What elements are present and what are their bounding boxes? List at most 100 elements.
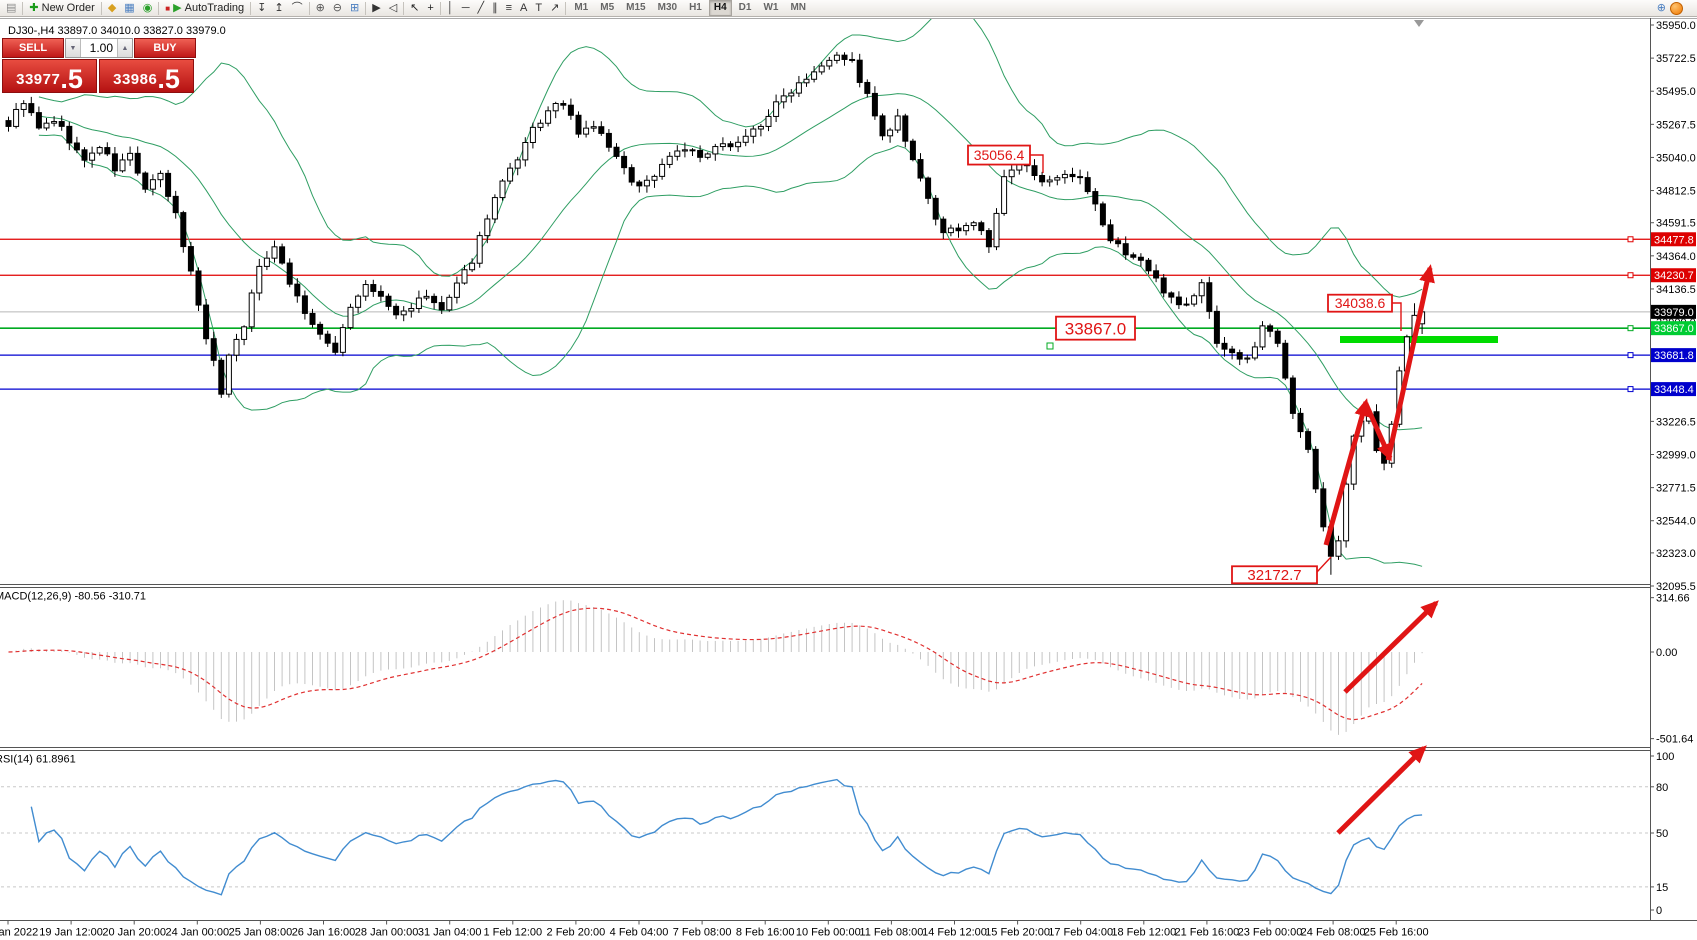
candle (142, 172, 149, 190)
zoom-in-icon[interactable]: ⊕ (312, 1, 329, 16)
time-label: 10 Feb 00:00 (796, 927, 861, 939)
bollinger-band (38, 19, 1423, 298)
price-tick: 34364.0 (1656, 251, 1696, 263)
timeframe-button-h4[interactable]: H4 (708, 0, 732, 16)
trend-arrow[interactable] (1363, 402, 1393, 462)
candle (1153, 270, 1160, 279)
candle (203, 304, 210, 340)
line-handle[interactable] (1627, 352, 1634, 359)
candle (1289, 377, 1296, 414)
notification-badge[interactable] (1670, 1, 1683, 15)
line-handle[interactable] (1627, 325, 1634, 332)
indicator-down-icon[interactable]: ↧ (253, 1, 270, 16)
annotation-box[interactable] (967, 144, 1031, 166)
search-icon[interactable]: ⊕ (1653, 1, 1670, 16)
autotrading-button[interactable]: ■ ▶ AutoTrading (161, 1, 248, 16)
chart-canvas[interactable]: 35056.4 33867.0 34038.6 32172.7 35950.0 35722… (0, 18, 1697, 940)
channel-icon[interactable]: ∥ (488, 1, 502, 16)
price-line-label-bg (1651, 268, 1696, 283)
candle (1259, 325, 1266, 348)
timeframe-button-w1[interactable]: W1 (763, 2, 779, 13)
timeframe-button-h1[interactable]: H1 (689, 2, 702, 13)
new-order-button-label: New Order (41, 2, 95, 14)
time-label: 24 Jan 00:00 (165, 927, 229, 939)
candle (286, 262, 293, 285)
trend-arrows[interactable] (1323, 264, 1439, 835)
time-label: 23 Feb 00:00 (1238, 927, 1303, 939)
timeframe-button-m5[interactable]: M5 (600, 2, 615, 13)
trend-arrow[interactable] (1385, 264, 1435, 461)
candle (28, 103, 35, 114)
zoom-out-icon[interactable]: ⊖ (329, 1, 346, 16)
annotation-box[interactable] (1055, 315, 1136, 341)
tile-windows-icon[interactable]: ⊞ (346, 1, 363, 16)
toolbar-separator (565, 1, 567, 15)
candle (735, 141, 742, 148)
arrow-tool-icon[interactable]: ↗ (546, 1, 563, 16)
chart-shift-marker[interactable] (1414, 20, 1424, 27)
candle (491, 197, 498, 220)
styler-icon[interactable]: ◆ (104, 1, 120, 16)
buy-button[interactable]: BUY (134, 38, 196, 58)
price-line-label-bg (1651, 382, 1696, 397)
chart-shift-icon[interactable]: ◁ (385, 1, 401, 16)
line-handle[interactable] (1627, 272, 1634, 279)
candle (5, 120, 12, 127)
annotation-labels[interactable]: 35056.4 33867.0 34038.6 32172.7 (967, 144, 1402, 585)
timeframe-button-d1[interactable]: D1 (738, 2, 752, 13)
auto-scroll-icon[interactable]: ▶ (368, 1, 384, 16)
timeframe-button-m15[interactable]: M15 (626, 2, 646, 13)
crosshair-icon[interactable]: + (423, 1, 437, 16)
volume-down-button[interactable]: ▼ (66, 39, 81, 57)
curve-icon[interactable]: ⌒ (288, 1, 307, 16)
profiles-icon[interactable]: ▦ (120, 1, 138, 16)
chart-window-icon[interactable]: ▤ (2, 1, 20, 16)
line-handle[interactable] (1627, 386, 1634, 393)
line-handle[interactable] (1627, 236, 1634, 243)
fibonacci-icon[interactable]: ≡ (502, 1, 516, 16)
horizontal-line-icon[interactable]: ─ (458, 1, 474, 16)
tile-windows-icon-glyph: ⊞ (350, 1, 360, 14)
candle (811, 71, 818, 80)
buy-price-display[interactable]: 33986 .5 (99, 59, 194, 93)
volume-value[interactable]: 1.00 (89, 41, 113, 55)
candle (347, 306, 354, 329)
timeframe-button-m30[interactable]: M30 (657, 2, 678, 13)
text-icon[interactable]: A (516, 1, 531, 16)
sell-button[interactable]: SELL (2, 38, 64, 58)
trend-arrow[interactable] (1336, 745, 1427, 835)
indicator-up-icon[interactable]: ↥ (270, 1, 287, 16)
one-click-trading-panel: SELL ▼ 1.00 ▲ BUY 33977 .5 33986 .5 (2, 38, 198, 93)
candle (704, 153, 711, 158)
price-line-label: 33681.8 (1654, 350, 1694, 362)
price-line-label-bg (1651, 321, 1696, 336)
time-label: 1 Feb 12:00 (483, 927, 542, 939)
candle (225, 354, 232, 395)
candle (157, 172, 164, 181)
cursor-icon[interactable]: ↖ (406, 1, 423, 16)
trendline-icon[interactable]: ╱ (474, 1, 489, 16)
timeframe-button-mn[interactable]: MN (790, 2, 807, 13)
signals-icon[interactable]: ◉ (139, 1, 157, 16)
price-line-label-bg (1651, 348, 1696, 363)
trend-arrow[interactable] (1343, 600, 1439, 694)
trend-arrow[interactable] (1323, 398, 1370, 546)
time-label: 15 Feb 20:00 (985, 927, 1050, 939)
line-handle[interactable] (1046, 342, 1054, 350)
toolbar-separator (250, 1, 252, 15)
highlight-zone[interactable] (1340, 336, 1498, 343)
annotation-box[interactable] (1327, 293, 1393, 313)
candle (1282, 342, 1289, 379)
chart-area[interactable]: 35056.4 33867.0 34038.6 32172.7 35950.0 35722… (0, 18, 1697, 940)
annotation-box[interactable] (1231, 565, 1318, 585)
candle (111, 153, 118, 172)
candle (1183, 303, 1190, 306)
vertical-line-icon[interactable]: │ (443, 1, 458, 16)
timeframe-button-m1[interactable]: M1 (574, 2, 589, 13)
label-icon[interactable]: T (531, 1, 546, 16)
sell-price-display[interactable]: 33977 .5 (2, 59, 97, 93)
price-level-lines[interactable] (0, 236, 1650, 393)
candle (1274, 330, 1281, 344)
new-order-button[interactable]: ✚ New Order (25, 1, 98, 16)
volume-up-button[interactable]: ▲ (117, 39, 132, 57)
